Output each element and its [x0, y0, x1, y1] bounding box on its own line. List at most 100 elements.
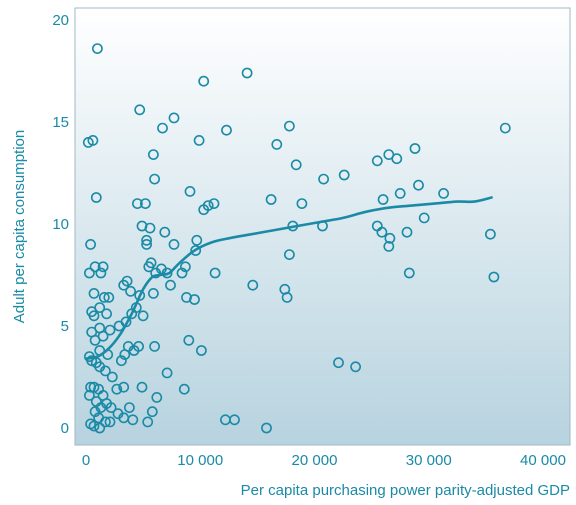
data-point — [391, 153, 403, 165]
data-point — [383, 240, 395, 252]
data-point — [146, 406, 158, 418]
x-tick-label: 40 000 — [520, 452, 566, 469]
data-point — [151, 391, 163, 403]
data-point — [147, 287, 159, 299]
data-point — [438, 187, 449, 199]
data-point — [229, 414, 240, 426]
data-point — [104, 324, 116, 336]
data-point — [403, 267, 415, 279]
data-point — [111, 383, 123, 395]
data-point — [176, 267, 188, 279]
trend-line — [84, 196, 493, 360]
data-point — [209, 267, 221, 279]
data-point — [338, 169, 350, 181]
data-point — [101, 308, 112, 320]
data-point — [221, 124, 232, 136]
data-point — [104, 416, 116, 428]
data-point — [141, 238, 152, 250]
data-point — [265, 194, 277, 205]
data-point — [147, 149, 159, 160]
data-point — [271, 138, 283, 150]
data-point — [409, 143, 421, 154]
data-point — [100, 416, 111, 428]
data-point — [106, 371, 118, 383]
x-tick-label: 0 — [82, 452, 90, 469]
data-point — [131, 198, 143, 209]
data-point — [198, 75, 210, 87]
data-point — [165, 279, 176, 291]
data-point — [118, 381, 130, 393]
data-point — [89, 406, 101, 418]
x-axis-title: Per capita purchasing power parity-adjus… — [241, 482, 570, 499]
data-point — [127, 414, 139, 426]
y-axis-ticks: 0 5 10 15 20 — [52, 12, 69, 437]
data-point — [261, 422, 272, 434]
data-point — [90, 192, 102, 203]
data-point — [191, 234, 203, 246]
data-point — [98, 291, 110, 303]
y-axis-title: Adult per capita consumption — [11, 130, 28, 323]
data-point — [121, 275, 133, 287]
data-point — [84, 267, 95, 279]
data-point — [195, 345, 207, 356]
x-tick-label: 10 000 — [177, 452, 223, 469]
y-tick-label: 20 — [52, 12, 69, 29]
data-point — [189, 294, 200, 305]
data-point — [193, 134, 205, 146]
data-point — [376, 226, 388, 238]
data-point — [283, 249, 295, 260]
data-point — [318, 173, 329, 185]
data-point — [143, 261, 155, 273]
data-point — [123, 402, 135, 413]
data-point — [141, 234, 152, 246]
data-point — [137, 310, 149, 322]
x-tick-label: 20 000 — [292, 452, 338, 469]
data-point — [283, 120, 295, 132]
data-point — [247, 279, 259, 291]
data-point — [88, 420, 100, 432]
data-point — [92, 43, 103, 54]
data-point — [184, 185, 196, 197]
data-point — [134, 289, 146, 301]
data-point — [290, 159, 302, 171]
data-point — [161, 367, 173, 379]
data-point — [488, 271, 500, 283]
y-tick-label: 5 — [61, 318, 69, 335]
data-point — [168, 112, 180, 124]
data-point — [144, 222, 156, 234]
data-point — [85, 238, 96, 250]
x-tick-label: 30 000 — [406, 452, 452, 469]
data-point — [371, 155, 383, 167]
data-point — [142, 416, 154, 428]
data-point — [179, 261, 191, 273]
x-axis-ticks: 0 10 000 20 000 30 000 40 000 — [82, 452, 566, 469]
data-point — [100, 365, 111, 377]
data-point — [133, 340, 144, 352]
data-point — [134, 104, 146, 116]
data-point — [88, 310, 100, 322]
y-tick-label: 10 — [52, 216, 69, 233]
data-point — [161, 267, 173, 279]
data-point — [190, 245, 202, 256]
data-point — [413, 179, 424, 191]
data-point — [139, 198, 151, 209]
data-point — [296, 198, 308, 209]
data-point — [499, 122, 511, 134]
data-point — [401, 226, 413, 238]
data-point — [149, 340, 160, 352]
data-point — [89, 334, 101, 346]
data-point — [88, 287, 100, 299]
data-point — [350, 361, 361, 373]
data-point — [377, 194, 389, 205]
data-point — [384, 232, 396, 244]
data-point — [116, 355, 127, 367]
data-point — [281, 291, 293, 303]
y-tick-label: 0 — [61, 420, 69, 437]
data-point — [94, 422, 106, 434]
data-point — [97, 261, 109, 273]
data-point — [183, 334, 195, 346]
data-point — [418, 212, 430, 224]
data-point — [208, 198, 220, 209]
